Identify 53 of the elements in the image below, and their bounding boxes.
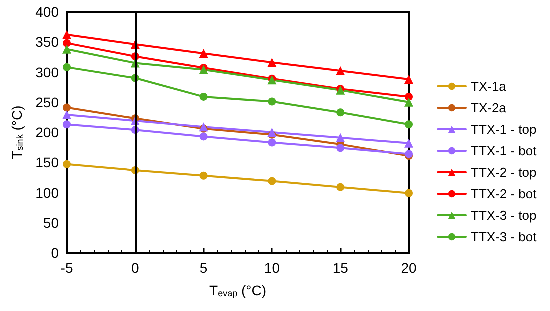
point [336, 66, 346, 76]
point [62, 44, 72, 54]
y-tick-label: 0 [51, 245, 60, 261]
point [268, 177, 276, 186]
legend-label: TTX-3 - bot [471, 230, 538, 244]
point [200, 172, 208, 180]
y-tick-label: 150 [36, 154, 60, 171]
x-tick-label: -5 [60, 260, 74, 276]
x-tick-label: 10 [264, 260, 280, 276]
y-tick-label: 350 [36, 34, 60, 50]
point [63, 160, 71, 168]
x-tick-label: 15 [332, 260, 349, 276]
y-axis-title: Tsink (°C) [9, 106, 26, 160]
point [268, 138, 276, 147]
point [268, 58, 277, 68]
point [336, 183, 345, 192]
point [268, 128, 277, 137]
legend-label: TTX-1 - top [471, 122, 537, 137]
point [63, 104, 71, 112]
point [199, 49, 208, 58]
point [62, 110, 72, 120]
legend-label: TTX-3 - top [471, 208, 537, 223]
legend-label: TTX-1 - bot [471, 144, 538, 158]
x-tick-label: 0 [132, 260, 140, 276]
y-tick-label: 50 [43, 214, 60, 231]
point [405, 120, 413, 129]
point [200, 132, 208, 141]
point [63, 63, 71, 72]
y-tick-label: 300 [36, 64, 60, 80]
point [200, 92, 208, 101]
point [63, 120, 71, 129]
x-tick-label: 5 [200, 260, 208, 276]
legend-label: TTX-2 - bot [471, 186, 538, 202]
legend-label: TX-2a [471, 100, 508, 116]
point [268, 98, 276, 106]
x-tick-label: 20 [401, 260, 417, 276]
y-tick-label: 200 [36, 124, 60, 140]
y-tick-label: 400 [36, 4, 60, 20]
point [405, 92, 413, 101]
point [405, 189, 413, 198]
point [336, 144, 345, 152]
y-tick-label: 100 [36, 184, 60, 201]
point [404, 98, 414, 107]
x-axis-title: Tevap (°C) [210, 282, 267, 298]
legend-label: TTX-2 - top [471, 165, 537, 180]
point [62, 30, 72, 40]
point [404, 138, 414, 148]
point [404, 74, 414, 84]
y-tick-label: 250 [36, 94, 60, 110]
point [336, 133, 346, 142]
point [63, 39, 71, 48]
legend-label: TX-1a [471, 79, 508, 94]
point [336, 108, 345, 117]
